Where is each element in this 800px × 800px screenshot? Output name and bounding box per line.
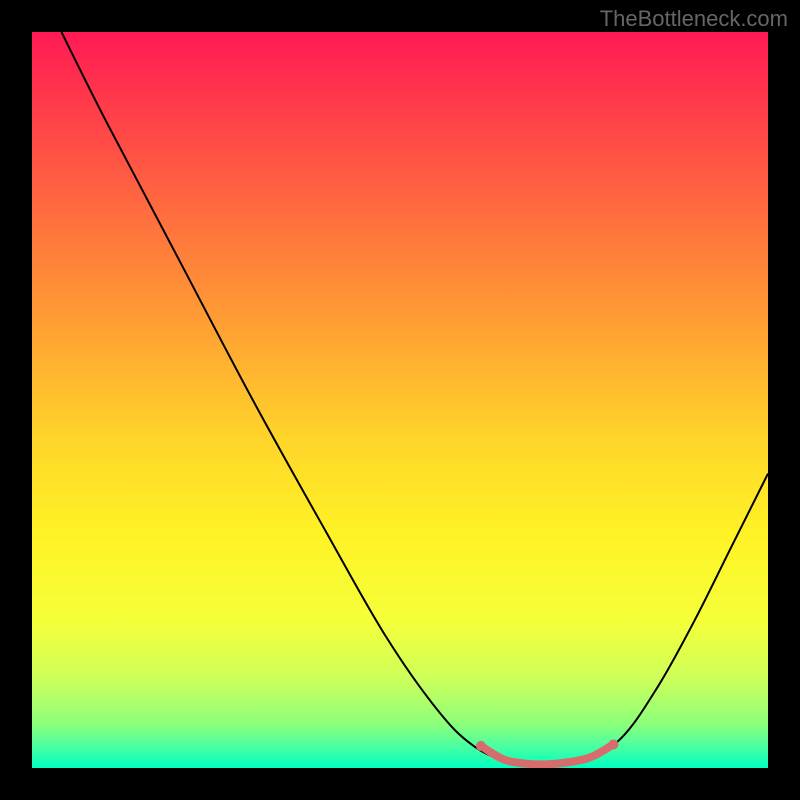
chart-curve-layer bbox=[32, 32, 768, 768]
watermark-text: TheBottleneck.com bbox=[600, 6, 788, 32]
highlight-cap-end bbox=[608, 739, 618, 749]
highlight-band bbox=[481, 744, 613, 764]
bottleneck-curve bbox=[61, 32, 768, 765]
plot-area bbox=[32, 32, 768, 768]
highlight-cap-start bbox=[476, 741, 486, 751]
